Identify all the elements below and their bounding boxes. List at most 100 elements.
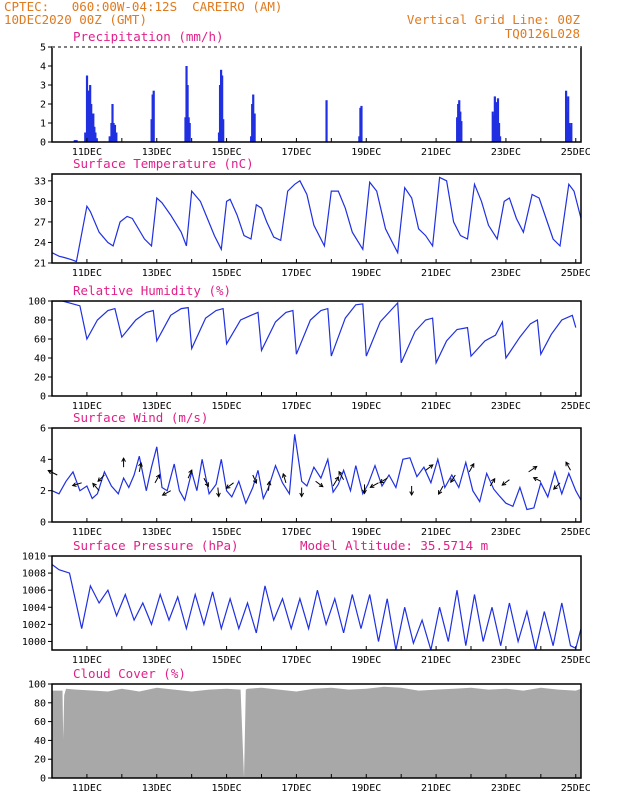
wind-arrow-head [299,492,305,498]
y-tick-label: 24 [34,238,46,249]
x-tick-label: 13DEC [142,401,172,412]
header-code: TQ0126L028 [504,26,580,41]
precip-bar [496,98,500,142]
x-tick-label: 11DEC [72,527,102,538]
wind-arrow [553,482,561,490]
x-tick-label: 21DEC [421,268,451,279]
wind-arrow [332,476,339,487]
wind-arrow-head [92,482,97,488]
x-tick-label: 11DEC [72,783,102,794]
x-tick-label: 23DEC [491,147,521,158]
x-tick-label: 21DEC [421,655,451,666]
x-tick-label: 15DEC [212,147,242,158]
precip-bar [75,140,78,142]
pressure-title: Surface Pressure (hPa) [73,538,239,553]
model-altitude-note: Model Altitude: 35.5714 m [300,538,488,553]
x-tick-label: 19DEC [351,783,381,794]
y-tick-label: 0 [40,774,46,785]
wind-title: Surface Wind (m/s) [73,410,208,425]
y-tick-label: 2 [40,486,46,497]
y-tick-label: 20 [34,755,46,766]
wind-arrow [425,464,434,471]
wind-arrow [252,474,257,484]
x-tick-label: 19DEC [351,527,381,538]
wind-arrow-head [204,482,209,488]
wind-arrow-head [369,483,375,488]
wind-arrow [217,487,220,497]
temp-title: Surface Temperature (nC) [73,156,254,171]
precip-bar [360,105,363,142]
wind-arrow-head [438,490,443,495]
x-tick-label: 25DEC [561,401,591,412]
x-tick-label: 25DEC [561,268,591,279]
y-tick-label: 1 [40,119,46,130]
cloud-frame [51,683,582,779]
wind-arrow [565,461,571,471]
y-tick-label: 4 [40,455,46,466]
y-tick-label: 3 [40,81,46,92]
wind-data [52,434,581,511]
x-tick-label: 15DEC [212,401,242,412]
x-tick-label: 17DEC [281,268,311,279]
wind-arrow [138,462,142,472]
header-datetime: 10DEC2020 00Z (GMT) [4,12,147,27]
y-tick-label: 0 [40,518,46,529]
wind-arrow-head [334,476,340,481]
precip-bar [460,121,463,142]
wind-arrow [468,463,475,473]
y-tick-label: 27 [34,217,46,228]
x-tick-label: 23DEC [491,783,521,794]
y-tick-label: 1000 [22,637,46,648]
wind-arrow-head [428,464,434,469]
precip-bar [325,100,328,142]
wind-arrow [72,482,82,487]
precip-bar [115,132,118,142]
wind-arrow-head [97,477,103,483]
x-tick-label: 23DEC [491,527,521,538]
pressure-series-line [52,564,581,650]
precip-bar [84,132,87,142]
wind-arrow-head [532,477,538,482]
wind-arrow [203,477,209,487]
precip-bar [222,119,225,142]
wind-arrow-head [47,469,53,475]
x-tick-label: 21DEC [421,527,451,538]
wind-arrow [162,490,171,496]
x-tick-label: 19DEC [351,401,381,412]
precip-bar [113,124,117,142]
wind-arrow [450,474,456,483]
x-tick-label: 21DEC [421,147,451,158]
y-tick-label: 1010 [22,552,46,563]
precip-bar [95,138,98,142]
wind-arrow-head [121,457,126,462]
x-tick-label: 23DEC [491,268,521,279]
y-tick-label: 33 [34,176,46,187]
precip-bar [497,123,501,142]
temp-data [52,176,581,263]
wind-arrow [226,482,234,489]
x-tick-label: 13DEC [142,655,172,666]
header-location: CPTEC: 060:00W-04:12S CAREIRO (AM) [4,0,283,14]
wind-arrow-head [281,472,287,478]
rh-title: Relative Humidity (%) [73,283,231,298]
rh-series-line [52,301,577,366]
wind-panel: 0 2 4 6 11DEC 13DEC 15DEC 17DEC 19DEC 21DEC 23DEC 2… [40,410,591,538]
x-tick-label: 15DEC [212,268,242,279]
wind-arrow-head [553,485,558,490]
wind-arrow-head [71,482,77,487]
y-tick-label: 21 [34,259,46,270]
precip-bar [221,75,224,142]
cloud-panel: 0 20 40 60 80 100 11DEC 13DEC 15DEC 17DEC 19DEC 21D… [28,666,591,794]
x-tick-label: 11DEC [72,655,102,666]
x-tick-label: 13DEC [142,268,172,279]
x-tick-label: 23DEC [491,401,521,412]
wind-arrow-head [338,470,343,476]
wind-arrow-head [318,482,324,488]
x-tick-label: 15DEC [212,655,242,666]
x-tick-label: 19DEC [351,147,381,158]
precip-bar [252,94,255,142]
y-tick-label: 60 [34,717,46,728]
wind-arrow [438,485,444,495]
precip-bar [186,85,189,142]
x-tick-label: 17DEC [281,783,311,794]
